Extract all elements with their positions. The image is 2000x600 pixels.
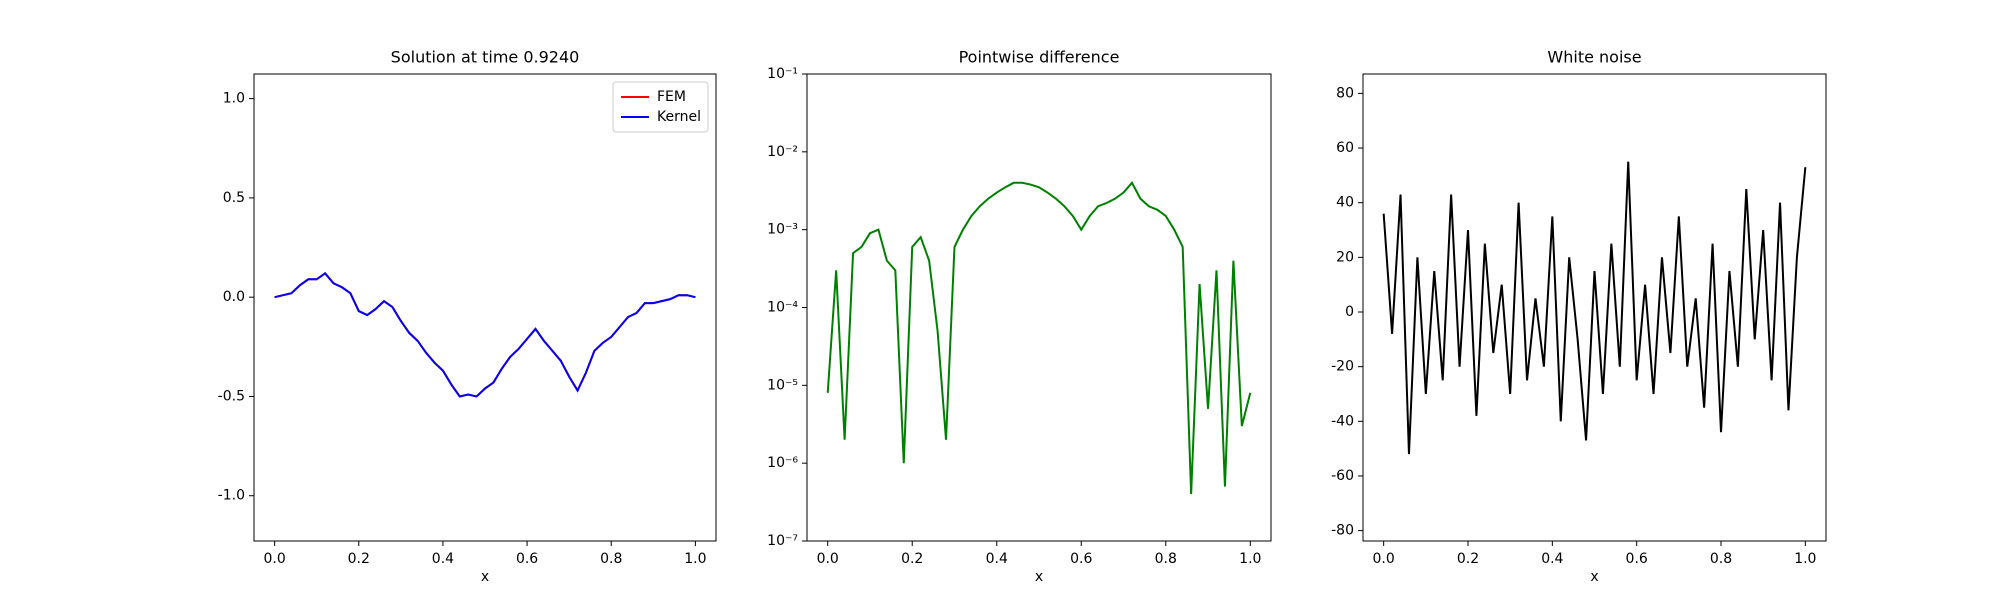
x-tick-label: 1.0 (684, 551, 706, 567)
y-tick-label: 10⁻³ (767, 222, 798, 238)
y-tick-label: -80 (1331, 523, 1354, 539)
y-tick-label: -1.0 (218, 488, 245, 504)
chart-title: Pointwise difference (959, 48, 1120, 67)
y-tick-label: 10⁻⁵ (767, 377, 798, 393)
x-tick-label: 0.8 (600, 551, 622, 567)
y-tick-label: -40 (1331, 413, 1354, 429)
y-tick-label: 20 (1336, 249, 1354, 265)
x-tick-label: 0.6 (1626, 551, 1648, 567)
x-axis-label: x (1035, 569, 1043, 585)
y-tick-label: -60 (1331, 468, 1354, 484)
y-tick-label: 1.0 (223, 91, 245, 107)
y-tick-label: 80 (1336, 85, 1354, 101)
x-tick-label: 0.2 (901, 551, 923, 567)
x-tick-label: 0.4 (1541, 551, 1563, 567)
y-tick-label: 60 (1336, 140, 1354, 156)
data-line (274, 272, 696, 398)
y-tick-label: 10⁻¹ (767, 66, 798, 82)
y-tick-label: 0.0 (223, 289, 245, 305)
chart-title: White noise (1547, 48, 1641, 67)
x-axis-label: x (1590, 569, 1598, 585)
y-tick-label: 10⁻² (767, 144, 798, 160)
legend-box (612, 81, 709, 133)
x-tick-label: 0.2 (348, 551, 370, 567)
x-tick-label: 1.0 (1794, 551, 1816, 567)
x-tick-label: 0.4 (432, 551, 454, 567)
data-line (1382, 161, 1807, 455)
legend-label: Kernel (657, 109, 701, 125)
x-tick-label: 0.0 (817, 551, 839, 567)
x-tick-label: 0.8 (1155, 551, 1177, 567)
axes-frame (1362, 73, 1827, 542)
data-line (274, 272, 696, 398)
data-line (826, 181, 1252, 495)
x-tick-label: 0.0 (1373, 551, 1395, 567)
chart-title: Solution at time 0.9240 (391, 48, 580, 67)
y-tick-label: 40 (1336, 195, 1354, 211)
x-tick-label: 1.0 (1239, 551, 1261, 567)
x-tick-label: 0.6 (516, 551, 538, 567)
axes-frame (253, 73, 717, 542)
x-tick-label: 0.6 (1070, 551, 1092, 567)
y-tick-label: 0.5 (223, 190, 245, 206)
y-tick-label: 10⁻⁴ (767, 300, 798, 316)
x-axis-label: x (481, 569, 489, 585)
x-tick-label: 0.8 (1710, 551, 1732, 567)
y-tick-label: 0 (1345, 304, 1354, 320)
y-tick-label: -20 (1331, 359, 1354, 375)
y-tick-label: 10⁻⁷ (767, 533, 798, 549)
x-tick-label: 0.2 (1457, 551, 1479, 567)
x-tick-label: 0.0 (263, 551, 285, 567)
y-tick-label: -0.5 (218, 388, 245, 404)
x-tick-label: 0.4 (986, 551, 1008, 567)
y-tick-label: 10⁻⁶ (767, 455, 798, 471)
axes-frame (806, 73, 1272, 542)
legend-label: FEM (657, 89, 686, 105)
